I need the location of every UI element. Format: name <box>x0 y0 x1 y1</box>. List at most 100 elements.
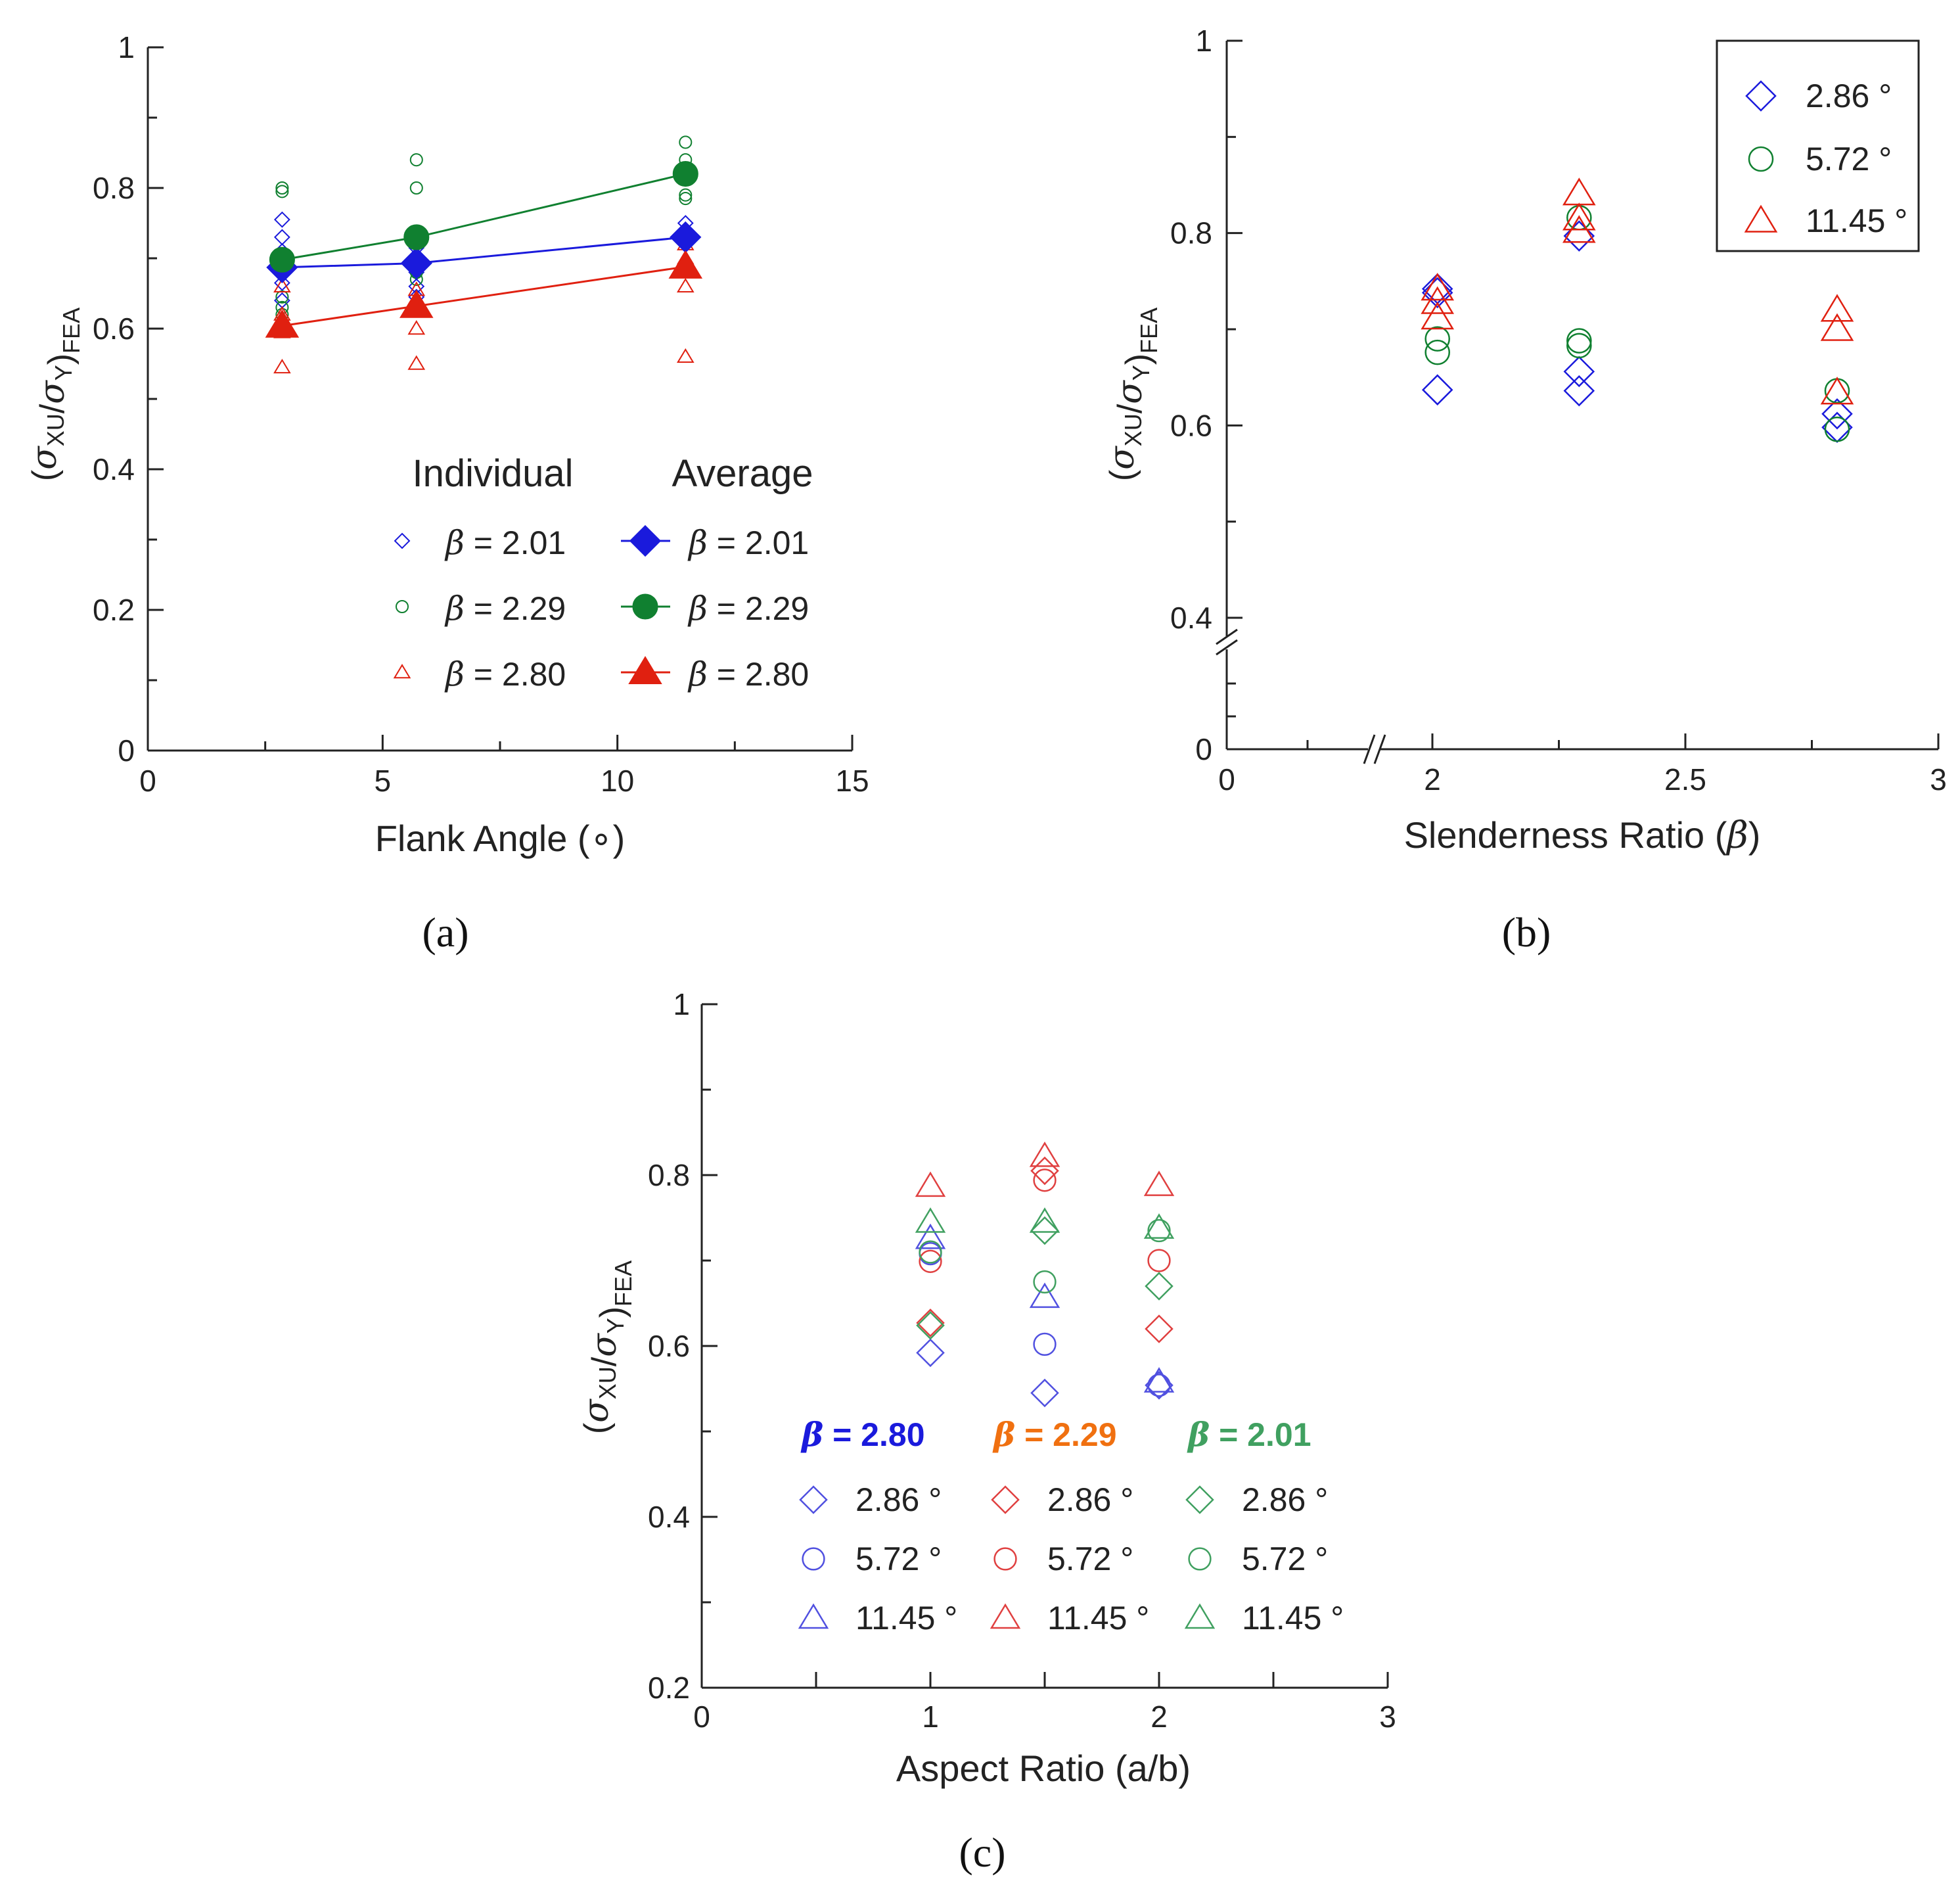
legend-average-marker <box>632 593 658 620</box>
y-axis-title-part: Y <box>50 365 77 381</box>
y-axis-title-part: / <box>34 404 72 413</box>
x-axis-title-part: ) <box>1748 814 1761 856</box>
data-point <box>1029 1141 1060 1167</box>
beta-symbol: β <box>800 1415 823 1454</box>
beta-value: = 2.29 <box>465 590 566 627</box>
y-axis-title-part: σ <box>33 380 72 404</box>
data-point <box>1424 339 1450 365</box>
y-tick-label: 0 <box>1195 732 1212 766</box>
y-axis-title-part: ( <box>26 469 64 481</box>
average-line <box>282 266 686 327</box>
legend-marker <box>1185 1485 1214 1514</box>
legend-group-title: β = 2.29 <box>992 1415 1117 1454</box>
y-axis-title-text: (σXU/σY)FEA <box>577 1261 637 1434</box>
y-axis-break <box>1216 639 1238 656</box>
legend-c: β = 2.80 β = 2.29 β = 2.012.86 ° 2.86 ° 2.86… <box>798 1415 1344 1636</box>
average-line <box>282 236 686 269</box>
data-point <box>1824 416 1850 442</box>
y-tick-label: 1 <box>118 30 135 64</box>
individual-point <box>409 153 423 167</box>
beta-value: = 2.80 <box>823 1416 924 1453</box>
data-point <box>1033 1332 1057 1356</box>
legend-marker <box>991 1485 1020 1514</box>
data-point <box>1147 1218 1171 1243</box>
y-axis-title-part: ) <box>1119 354 1157 365</box>
y-axis-title-part: / <box>585 1356 624 1366</box>
legend-marker <box>798 1603 829 1629</box>
y-tick-label: 1 <box>673 987 690 1021</box>
x-tick-label: 0 <box>1218 762 1235 797</box>
legend-label: 5.72 ° <box>1047 1541 1133 1577</box>
individual-point <box>273 277 291 293</box>
individual-point <box>407 320 426 335</box>
data-point <box>1566 328 1592 354</box>
data-point <box>1030 1216 1059 1245</box>
y-axis-title: (σXU/σY)FEA <box>25 308 85 481</box>
legend-frame <box>1716 39 1920 252</box>
average-point <box>269 246 295 273</box>
legend-marker <box>1744 204 1778 233</box>
individual-point <box>275 181 289 195</box>
data-point <box>916 1311 945 1340</box>
data-point <box>1143 1367 1175 1393</box>
y-axis-title-part: FEA <box>1135 308 1162 354</box>
legend-label: 5.72 ° <box>855 1541 942 1577</box>
y-tick-label: 0.8 <box>1170 216 1212 250</box>
legend-average-title: Average <box>672 452 813 495</box>
beta-symbol: β <box>687 655 708 693</box>
y-axis-title-part: FEA <box>58 308 85 354</box>
y-axis-title-text: (σXU/σY)FEA <box>1103 308 1162 481</box>
data-point <box>916 1309 945 1337</box>
legend-marker <box>1188 1547 1212 1571</box>
y-tick-label: 0.6 <box>93 312 135 346</box>
x-tick-label: 3 <box>1379 1700 1396 1734</box>
individual-point <box>273 275 290 291</box>
legend-b: 2.86 ° 5.72 ° 11.45 ° <box>1716 39 1920 252</box>
legend-individual-label: β = 2.01 <box>444 524 566 562</box>
beta-symbol: β <box>444 655 465 693</box>
y-tick-label: 0.2 <box>93 593 135 627</box>
data-point <box>1030 1378 1059 1408</box>
data-point <box>1145 1314 1174 1343</box>
y-axis-title: (σXU/σY)FEA <box>1103 308 1162 481</box>
legend-individual-label: β = 2.80 <box>444 655 566 693</box>
data-point <box>1143 1213 1175 1239</box>
x-tick-label: 0 <box>139 764 156 798</box>
data-point <box>1820 377 1854 405</box>
x-tick-label: 10 <box>601 764 634 798</box>
individual-point <box>676 348 695 363</box>
x-axis-title: Slenderness Ratio (β) <box>1404 814 1761 857</box>
y-axis-title-part: σ <box>585 1333 624 1357</box>
legend-individual-title: Individual <box>412 452 573 495</box>
y-axis-title-text: (σXU/σY)FEA <box>25 308 85 481</box>
individual-point <box>273 211 290 228</box>
panel-label: (a) <box>422 909 468 956</box>
individual-point <box>407 355 426 370</box>
y-axis-title-part: FEA <box>610 1261 637 1307</box>
legend-average-label: β = 2.80 <box>687 655 809 693</box>
legend-label: 2.86 ° <box>1806 78 1892 114</box>
y-tick-label: 0.8 <box>93 171 135 205</box>
legend-marker <box>993 1547 1017 1571</box>
data-point <box>1563 220 1595 252</box>
legend-label: 5.72 ° <box>1242 1541 1328 1577</box>
data-point <box>1821 398 1853 430</box>
data-point <box>1029 1207 1060 1233</box>
legend-label: 11.45 ° <box>1242 1600 1344 1636</box>
data-point <box>1033 1270 1057 1294</box>
individual-point <box>679 135 693 149</box>
individual-point <box>275 185 289 198</box>
y-axis-title-part: XU <box>42 413 69 446</box>
data-point <box>1143 1170 1175 1196</box>
data-point <box>915 1223 946 1249</box>
legend-label: 11.45 ° <box>855 1600 957 1636</box>
legend-marker <box>1745 80 1777 112</box>
panel-label: (b) <box>1502 909 1551 956</box>
individual-point <box>273 229 290 246</box>
data-point <box>1820 294 1854 322</box>
legend-marker <box>990 1603 1021 1629</box>
